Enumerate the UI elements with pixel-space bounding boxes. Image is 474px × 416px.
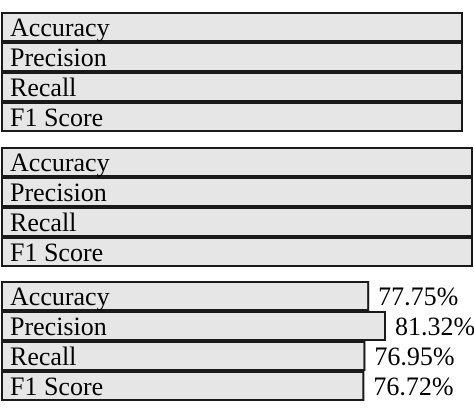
category-label: F1 Score <box>10 238 103 267</box>
bar-f1-score <box>1 237 473 267</box>
category-label: Recall <box>10 342 76 371</box>
category-label: Precision <box>10 178 107 207</box>
category-label: Accuracy <box>10 13 110 42</box>
bar-accuracy <box>1 147 473 177</box>
category-label: F1 Score <box>10 103 103 132</box>
bar-accuracy <box>1 281 370 311</box>
category-label: Precision <box>10 43 107 72</box>
bar-f1-score <box>1 371 365 401</box>
bar-precision <box>1 177 473 207</box>
bar-recall <box>1 72 463 102</box>
category-label: Recall <box>10 73 76 102</box>
category-label: Accuracy <box>10 282 110 311</box>
value-label: 76.72% <box>373 372 453 401</box>
bar-precision <box>1 311 386 341</box>
category-label: Accuracy <box>10 148 110 177</box>
bar-precision <box>1 42 463 72</box>
bar-f1-score <box>1 102 463 132</box>
value-label: 77.75% <box>378 282 458 311</box>
category-label: Recall <box>10 208 76 237</box>
bar-recall <box>1 207 473 237</box>
value-label: 81.32% <box>395 312 474 341</box>
bar-accuracy <box>1 12 463 42</box>
category-label: F1 Score <box>10 372 103 401</box>
chart-panel-3: Accuracy 77.75% Precision 81.32% Recall 76.95… <box>1 281 474 401</box>
bar-recall <box>1 341 366 371</box>
value-label: 76.95% <box>374 342 454 371</box>
category-label: Precision <box>10 312 107 341</box>
